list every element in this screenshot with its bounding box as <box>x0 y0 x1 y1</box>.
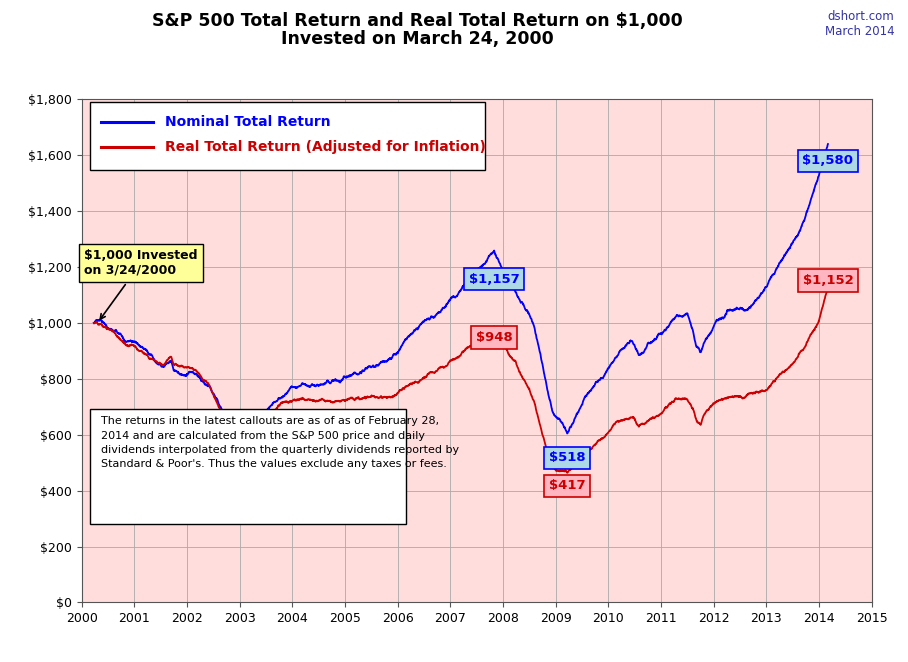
Text: $417: $417 <box>549 479 586 493</box>
Text: $1,000 Invested
on 3/24/2000: $1,000 Invested on 3/24/2000 <box>84 249 198 319</box>
Text: Nominal Total Return: Nominal Total Return <box>164 115 331 129</box>
Text: $948: $948 <box>476 331 512 344</box>
Text: The returns in the latest callouts are as of as of February 28,
2014 and are cal: The returns in the latest callouts are a… <box>102 416 459 469</box>
Text: $1,152: $1,152 <box>803 274 854 287</box>
Text: Invested on March 24, 2000: Invested on March 24, 2000 <box>281 30 554 48</box>
FancyBboxPatch shape <box>90 102 485 169</box>
Text: $518: $518 <box>549 451 586 464</box>
Text: March 2014: March 2014 <box>824 25 894 38</box>
Text: $1,157: $1,157 <box>469 273 519 285</box>
Text: $1,580: $1,580 <box>803 154 854 167</box>
Text: dshort.com: dshort.com <box>827 10 894 23</box>
Text: Real Total Return (Adjusted for Inflation): Real Total Return (Adjusted for Inflatio… <box>164 140 486 154</box>
FancyBboxPatch shape <box>90 408 406 524</box>
Text: S&P 500 Total Return and Real Total Return on $1,000: S&P 500 Total Return and Real Total Retu… <box>153 12 683 30</box>
